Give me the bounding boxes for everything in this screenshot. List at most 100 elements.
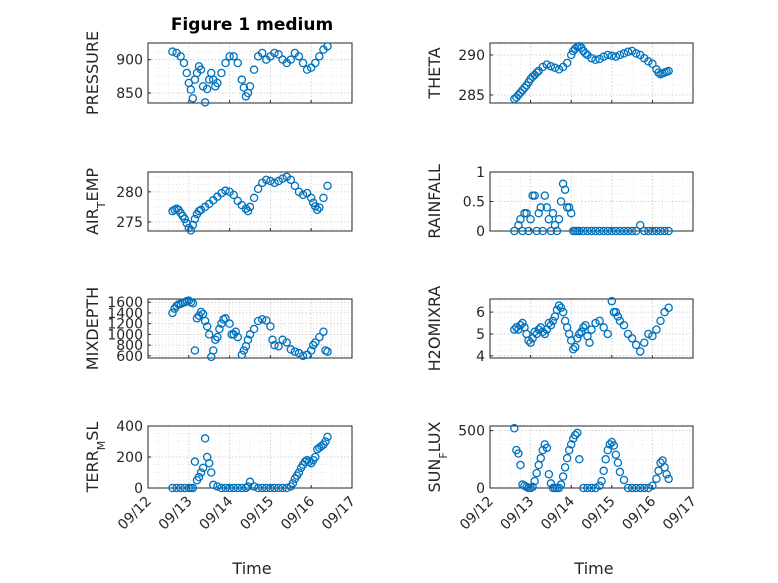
data-point (190, 457, 200, 466)
data-point (591, 55, 600, 65)
data-point (510, 226, 519, 236)
data-point (282, 338, 291, 347)
data-point (304, 457, 314, 466)
data-point (577, 327, 586, 337)
axes-border (147, 298, 353, 359)
data-point (554, 301, 564, 310)
data-point (573, 428, 582, 438)
y-axis-label: THETA (425, 47, 444, 99)
data-point (619, 475, 629, 485)
data-point (202, 322, 212, 331)
data-point (286, 55, 296, 64)
data-point (558, 307, 568, 317)
y-tick-label: 285 (458, 88, 485, 104)
data-point (196, 307, 206, 317)
y-tick-label: 0 (476, 224, 485, 240)
data-point (611, 307, 621, 317)
x-tick-label: 09/16 (278, 493, 318, 533)
data-point (564, 203, 574, 212)
data-point (664, 303, 673, 312)
data-point (564, 445, 574, 455)
data-point (656, 316, 665, 326)
data-point (221, 186, 230, 195)
data-point (575, 226, 584, 236)
data-point (319, 327, 328, 336)
data-point (221, 314, 230, 323)
data-point (534, 209, 543, 218)
data-point (532, 226, 541, 236)
data-point (176, 52, 185, 61)
data-point (591, 226, 600, 236)
data-point (262, 316, 271, 325)
y-tick-label: 1200 (107, 317, 143, 333)
data-point (229, 52, 238, 61)
data-point (245, 202, 255, 212)
data-point (274, 50, 283, 59)
data-point (243, 482, 253, 491)
data-point (654, 466, 663, 476)
data-point (611, 450, 621, 459)
data-point (198, 463, 208, 473)
data-point (286, 345, 296, 354)
x-tick-label: 09/17 (660, 494, 700, 534)
data-point (516, 460, 525, 470)
data-point (648, 331, 657, 341)
data-point (591, 318, 600, 328)
x-tick-label: 09/16 (619, 493, 659, 533)
y-axis-label: MIXDEPTH (83, 287, 102, 370)
data-point (298, 351, 308, 361)
data-point (194, 472, 204, 482)
data-point (652, 325, 661, 334)
data-point (518, 226, 527, 236)
data-point (188, 299, 198, 308)
data-point (311, 452, 320, 462)
data-point (536, 203, 546, 212)
data-point (581, 49, 590, 58)
data-point (542, 443, 552, 453)
data-point (615, 226, 625, 236)
data-point (321, 437, 330, 446)
data-point (206, 468, 216, 477)
data-point (270, 178, 279, 188)
data-point (571, 342, 580, 352)
y-tick-label: 275 (116, 215, 143, 231)
data-point (290, 181, 300, 191)
data-point (176, 483, 185, 493)
data-point (554, 214, 564, 224)
data-point (640, 483, 649, 493)
data-point (516, 320, 525, 330)
data-point (660, 226, 669, 236)
data-point (548, 209, 558, 218)
data-point (249, 482, 259, 491)
data-point (290, 347, 300, 356)
data-point (644, 329, 653, 339)
data-point (257, 483, 267, 493)
data-point (579, 226, 588, 236)
data-point (313, 205, 322, 215)
data-point (575, 329, 584, 339)
data-point (257, 48, 267, 58)
data-point (560, 463, 570, 472)
y-tick-label: 600 (116, 349, 143, 365)
data-point (603, 329, 612, 339)
x-tick-label: 09/12 (457, 494, 497, 534)
data-point (233, 332, 243, 342)
data-point (548, 316, 558, 326)
data-point (514, 449, 523, 458)
data-point (562, 58, 572, 68)
data-point (591, 483, 600, 493)
data-point (233, 58, 243, 68)
data-point (186, 226, 196, 235)
data-point (298, 190, 308, 200)
data-point (627, 226, 637, 236)
data-point (274, 176, 283, 186)
data-point (607, 296, 617, 306)
data-point (619, 49, 629, 58)
data-point (323, 432, 332, 442)
data-point (627, 334, 637, 343)
data-point (599, 323, 608, 332)
data-point (611, 52, 621, 61)
data-point (188, 94, 198, 103)
data-point (623, 226, 633, 236)
axes-border (489, 42, 694, 104)
